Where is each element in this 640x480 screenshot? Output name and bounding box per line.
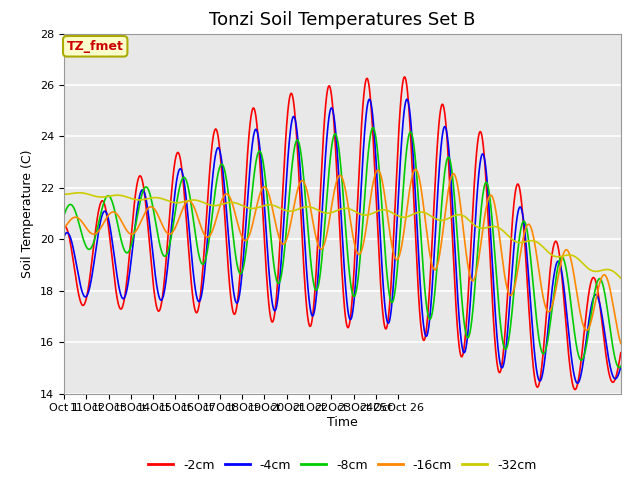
Y-axis label: Soil Temperature (C): Soil Temperature (C) — [22, 149, 35, 278]
Title: Tonzi Soil Temperatures Set B: Tonzi Soil Temperatures Set B — [209, 11, 476, 29]
Text: TZ_fmet: TZ_fmet — [67, 40, 124, 53]
Legend: -2cm, -4cm, -8cm, -16cm, -32cm: -2cm, -4cm, -8cm, -16cm, -32cm — [143, 454, 541, 477]
X-axis label: Time: Time — [327, 416, 358, 429]
